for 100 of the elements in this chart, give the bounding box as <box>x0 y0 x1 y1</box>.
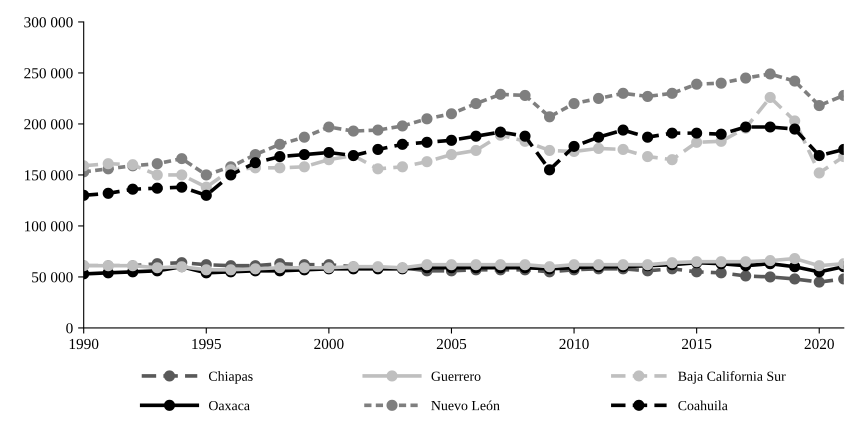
point <box>716 128 727 140</box>
point <box>764 68 776 80</box>
point <box>716 267 727 278</box>
point <box>470 130 482 142</box>
point <box>618 144 629 155</box>
point <box>396 120 408 132</box>
legend-label: Oaxaca <box>208 400 250 410</box>
x-tick-label: 2000 <box>314 338 344 350</box>
point <box>618 88 629 99</box>
point <box>372 124 384 136</box>
y-tick-label: 50 000 <box>32 272 73 282</box>
point <box>593 132 604 143</box>
point <box>470 98 482 110</box>
point <box>176 182 188 193</box>
point <box>691 266 702 278</box>
y-tick-label: 300 000 <box>24 17 73 28</box>
point <box>421 113 432 124</box>
point <box>176 169 188 180</box>
point <box>274 151 286 162</box>
point <box>421 136 432 148</box>
point <box>372 163 384 174</box>
point <box>152 262 163 274</box>
point <box>789 273 800 285</box>
point <box>593 142 604 154</box>
point <box>764 255 776 266</box>
point <box>102 188 114 199</box>
point <box>666 154 678 166</box>
point <box>446 148 458 160</box>
x-tick-label: 1995 <box>192 338 221 350</box>
point <box>642 132 654 143</box>
point <box>152 169 163 180</box>
point <box>200 169 212 180</box>
point <box>225 169 236 180</box>
point <box>666 128 678 139</box>
point <box>666 88 678 99</box>
point <box>200 190 212 201</box>
legend-label: Chiapas <box>208 371 253 384</box>
point <box>421 259 432 270</box>
point <box>200 264 212 276</box>
legend-label: Baja California Sur <box>678 371 786 384</box>
point <box>691 136 702 148</box>
point <box>494 88 506 100</box>
point <box>519 130 531 142</box>
point <box>618 124 629 136</box>
y-tick-label: 250 000 <box>24 68 73 78</box>
point <box>691 128 702 139</box>
point <box>323 121 334 133</box>
y-tick-label: 200 000 <box>24 119 73 130</box>
point <box>348 126 359 137</box>
point <box>764 121 776 133</box>
point <box>470 259 482 270</box>
point <box>372 144 384 155</box>
point <box>274 262 286 274</box>
point <box>544 144 556 156</box>
point <box>764 271 776 282</box>
point <box>152 182 163 194</box>
point <box>298 148 310 160</box>
point <box>716 78 727 89</box>
point <box>544 111 556 122</box>
point <box>740 270 752 282</box>
point <box>298 161 310 172</box>
point <box>446 134 458 146</box>
legend-label: Guerrero <box>431 372 481 381</box>
y-tick-label: 0 <box>66 323 73 334</box>
point <box>298 132 310 143</box>
x-tick-label: 2005 <box>436 338 466 350</box>
point <box>152 158 163 170</box>
point <box>593 92 604 104</box>
x-tick-label: 1990 <box>70 338 98 350</box>
point <box>519 90 531 101</box>
point <box>446 259 458 270</box>
point <box>519 259 531 270</box>
point <box>642 151 654 162</box>
point <box>544 164 556 176</box>
point <box>568 98 580 110</box>
point <box>127 184 138 195</box>
x-tick-label: 2010 <box>559 338 589 350</box>
point <box>494 126 506 138</box>
point <box>494 259 506 270</box>
point <box>446 108 458 120</box>
x-tick-label: 2015 <box>682 338 712 350</box>
point <box>814 167 825 178</box>
point <box>568 140 580 152</box>
point <box>396 161 408 172</box>
point <box>274 162 286 174</box>
point <box>102 158 114 170</box>
point <box>814 100 825 112</box>
point <box>274 138 286 150</box>
y-tick-label: 100 000 <box>24 221 73 232</box>
point <box>250 157 261 168</box>
point <box>789 253 800 264</box>
point <box>176 153 188 164</box>
point <box>789 76 800 87</box>
point <box>323 146 334 158</box>
x-tick-label: 2020 <box>804 338 834 350</box>
point <box>740 72 752 84</box>
legend-label: Nuevo León <box>431 400 500 410</box>
legend-label: Coahuila <box>678 400 728 410</box>
point <box>740 256 752 268</box>
point <box>691 78 702 90</box>
